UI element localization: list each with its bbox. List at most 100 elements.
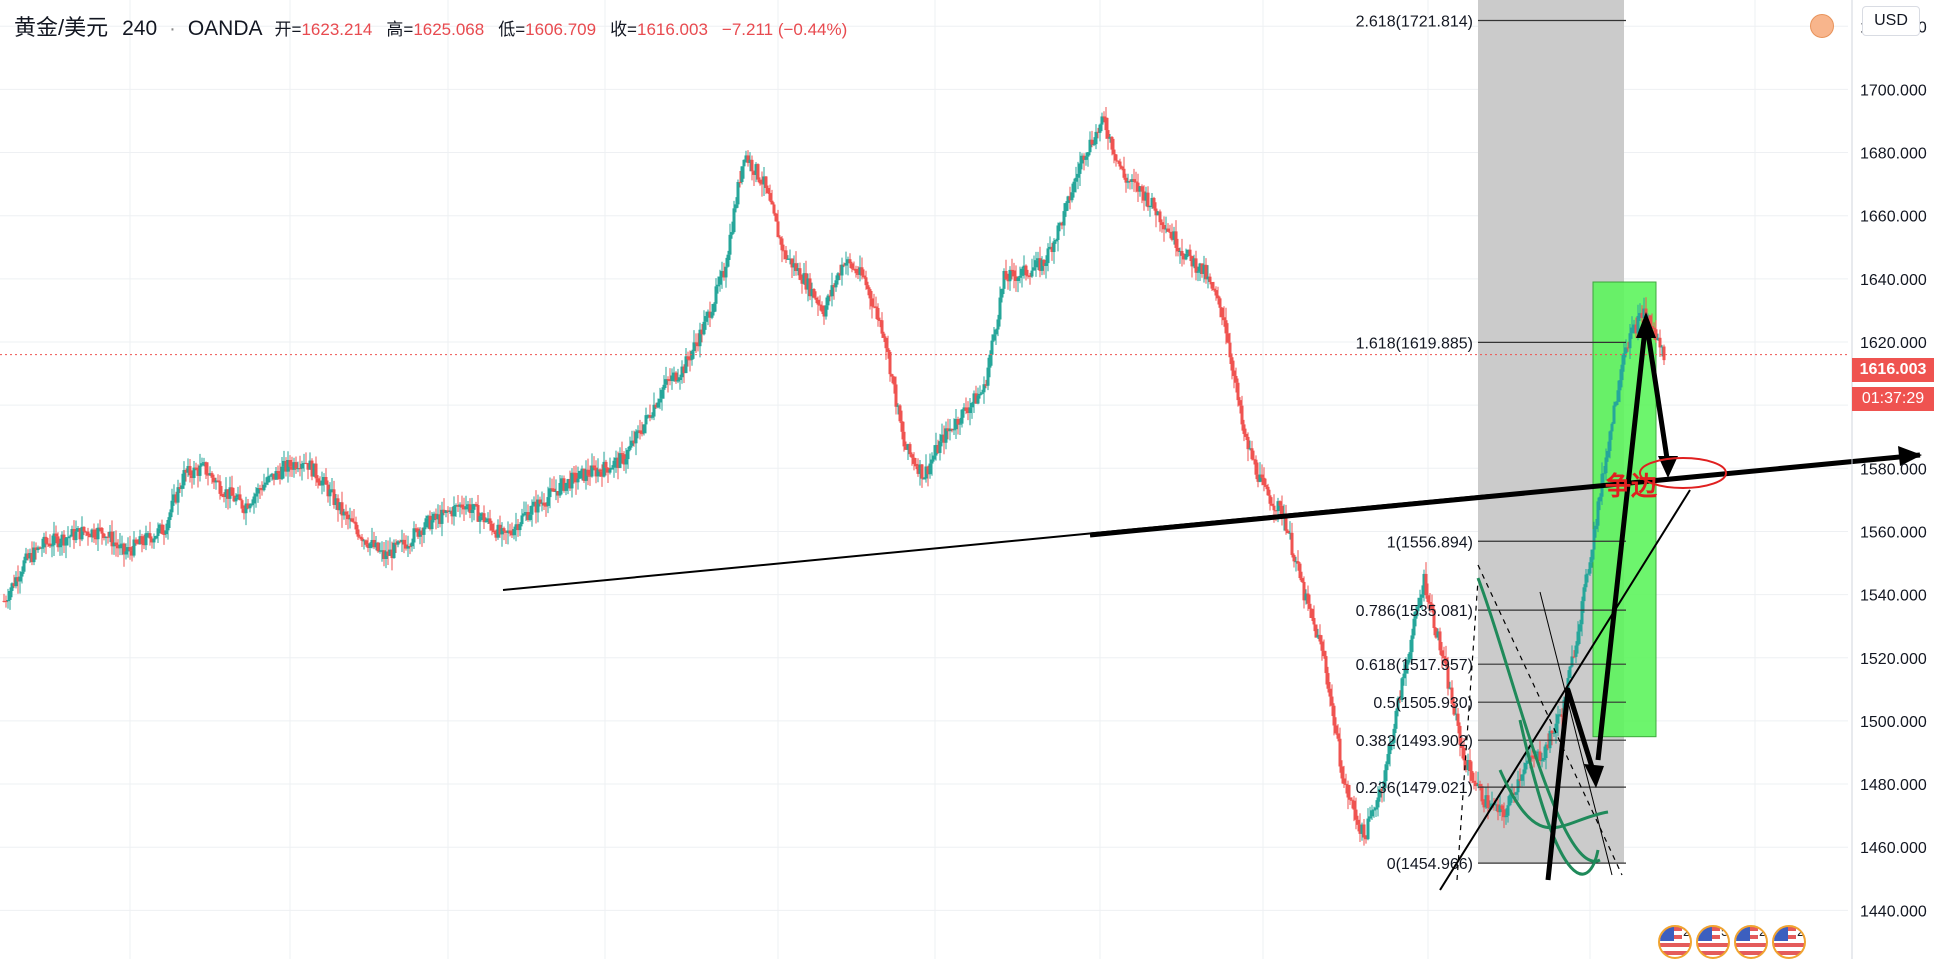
candle-body (1398, 698, 1402, 701)
candle-body (1418, 597, 1422, 607)
candle-body (1422, 573, 1426, 595)
candle-body (1076, 173, 1080, 178)
candle-body (570, 472, 574, 489)
us-flag-icon[interactable]: 2 (1658, 925, 1692, 959)
candle-body (844, 263, 848, 266)
candle-body (838, 273, 842, 276)
candle-body (674, 372, 678, 382)
candle-body (834, 280, 838, 288)
candle-body (536, 499, 540, 513)
candle-body (440, 509, 444, 524)
candle-body (150, 538, 154, 543)
candle-body (548, 488, 552, 498)
candle-body (542, 502, 546, 506)
candle-body (1056, 225, 1060, 240)
candle-body (1624, 347, 1628, 354)
candle-body (1496, 804, 1500, 813)
candle-body (1602, 473, 1606, 475)
price-tick-label: 1540.000 (1860, 588, 1927, 605)
candle-body (1174, 231, 1178, 248)
candle-body (1590, 549, 1594, 563)
candle-body (652, 404, 656, 417)
candle-body (1300, 578, 1304, 582)
candle-body (926, 466, 930, 475)
candle-body (1098, 124, 1102, 133)
alert-icon[interactable] (1810, 14, 1834, 38)
candles (2, 107, 1666, 846)
candle-body (642, 424, 646, 434)
candle-body (1474, 782, 1478, 787)
candle-body (600, 471, 604, 477)
price-axis: 1440.000 1460.000 1480.000 1500.000 1520.000… (1851, 0, 1927, 959)
candle-body (128, 547, 132, 551)
candle-body (168, 512, 172, 521)
candle-body (176, 487, 180, 503)
candle-body (688, 359, 692, 361)
candle-body (1656, 337, 1660, 341)
candle-body (388, 549, 392, 556)
candle-body (776, 221, 780, 238)
candle-body (1476, 784, 1480, 787)
candle-body (608, 469, 612, 473)
candle-body (954, 419, 958, 430)
candle-body (1462, 747, 1466, 761)
candle-body (162, 533, 166, 535)
candle-body (888, 351, 892, 375)
candle-body (996, 319, 1000, 330)
candle-body (1262, 477, 1266, 486)
candle-body (986, 367, 990, 386)
candle-body (1318, 634, 1322, 642)
us-flag-icon[interactable]: 5 (1696, 925, 1730, 959)
separator: · (169, 18, 176, 40)
candle-body (258, 488, 262, 490)
candle-body (344, 511, 348, 515)
candle-body (1588, 562, 1592, 574)
candle-body (964, 407, 968, 411)
candle-body (1584, 574, 1588, 588)
candle-body (1384, 764, 1388, 782)
candle-body (1472, 780, 1476, 783)
candle-body (1182, 255, 1186, 260)
candle-body (910, 454, 914, 458)
candle-body (1408, 652, 1412, 660)
us-flag-icon[interactable]: 2 (1772, 925, 1806, 959)
candle-body (1186, 249, 1190, 254)
candle-body (550, 488, 554, 490)
candle-body (1332, 705, 1336, 726)
candle-body (1310, 608, 1314, 618)
candle-body (832, 285, 836, 288)
candle-body (1446, 666, 1450, 689)
candle-body (1134, 181, 1138, 183)
candle-body (622, 454, 626, 465)
candle-body (874, 306, 878, 308)
low-label: 低= (498, 20, 526, 39)
timeframe[interactable]: 240 (122, 17, 158, 40)
candle-body (428, 515, 432, 530)
open-value: 1623.214 (301, 20, 373, 39)
candle-body (1428, 602, 1432, 604)
candle-body (1334, 725, 1338, 734)
candle-body (26, 553, 30, 559)
candle-body (728, 234, 732, 255)
candle-body (494, 532, 498, 538)
candle-body (950, 428, 954, 431)
low-value: 1606.709 (525, 20, 597, 39)
symbol-name[interactable]: 黄金/美元 (14, 15, 109, 40)
candle-body (1406, 659, 1410, 665)
currency-button[interactable]: USD (1862, 6, 1920, 36)
candle-body (1100, 116, 1104, 125)
us-flag-icon[interactable]: 2 (1734, 925, 1768, 959)
candle-body (1434, 627, 1438, 638)
candle-body (1280, 505, 1284, 519)
candle-body (470, 509, 474, 513)
candle-body (786, 258, 790, 260)
candle-body (276, 471, 280, 474)
candle-body (856, 273, 860, 275)
candle-body (1478, 784, 1482, 787)
candle-body (22, 560, 26, 572)
candle-body (1582, 587, 1586, 602)
candle-body (1620, 364, 1624, 381)
candle-body (1106, 130, 1110, 139)
price-tick-label: 1480.000 (1860, 777, 1927, 794)
